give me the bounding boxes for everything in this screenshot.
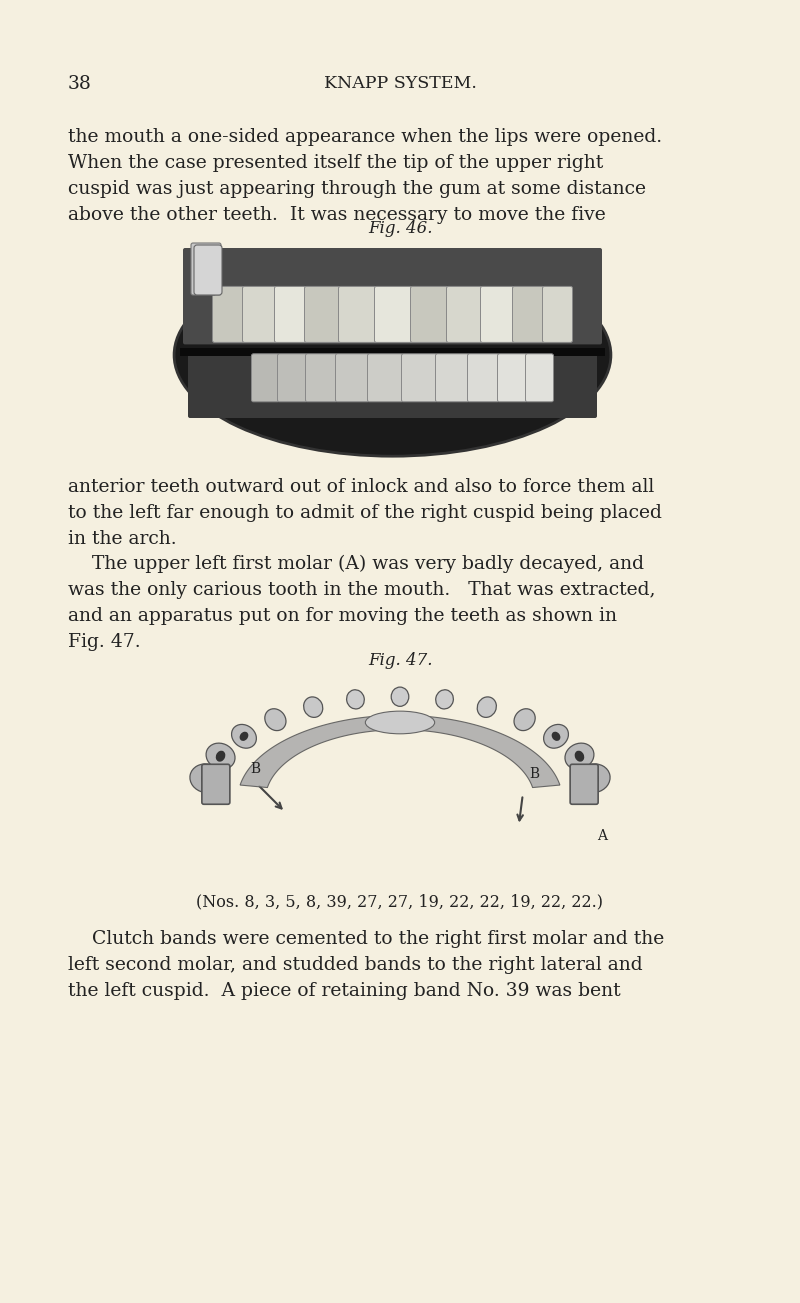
Text: The upper left first molar (A) was very badly decayed, and: The upper left first molar (A) was very … <box>68 555 644 573</box>
Ellipse shape <box>366 711 434 734</box>
Text: Clutch bands were cemented to the right first molar and the: Clutch bands were cemented to the right … <box>68 930 664 949</box>
Text: Fig. 47.: Fig. 47. <box>68 633 141 652</box>
Text: Fig. 47.: Fig. 47. <box>368 652 432 668</box>
Text: When the case presented itself the tip of the upper right: When the case presented itself the tip o… <box>68 154 603 172</box>
Ellipse shape <box>478 697 496 718</box>
Ellipse shape <box>304 697 322 718</box>
FancyBboxPatch shape <box>410 287 449 343</box>
Ellipse shape <box>574 751 584 762</box>
Ellipse shape <box>391 687 409 706</box>
FancyBboxPatch shape <box>435 354 470 401</box>
Ellipse shape <box>190 764 222 792</box>
FancyBboxPatch shape <box>513 287 545 343</box>
Text: above the other teeth.  It was necessary to move the five: above the other teeth. It was necessary … <box>68 206 606 224</box>
Ellipse shape <box>565 743 594 769</box>
FancyBboxPatch shape <box>498 354 527 401</box>
Ellipse shape <box>346 689 364 709</box>
FancyBboxPatch shape <box>374 287 413 343</box>
Ellipse shape <box>589 771 599 784</box>
FancyBboxPatch shape <box>306 354 338 401</box>
Ellipse shape <box>552 732 560 741</box>
FancyBboxPatch shape <box>183 248 602 344</box>
Text: cuspid was just appearing through the gum at some distance: cuspid was just appearing through the gu… <box>68 180 646 198</box>
Ellipse shape <box>231 724 256 748</box>
FancyBboxPatch shape <box>367 354 403 401</box>
FancyBboxPatch shape <box>338 287 377 343</box>
Text: the mouth a one-sided appearance when the lips were opened.: the mouth a one-sided appearance when th… <box>68 128 662 146</box>
Text: the left cuspid.  A piece of retaining band No. 39 was bent: the left cuspid. A piece of retaining ba… <box>68 982 621 999</box>
Text: B: B <box>250 762 261 775</box>
FancyBboxPatch shape <box>191 242 221 294</box>
FancyBboxPatch shape <box>202 765 230 804</box>
Ellipse shape <box>201 771 211 784</box>
Ellipse shape <box>436 689 454 709</box>
Ellipse shape <box>240 732 248 741</box>
Text: to the left far enough to admit of the right cuspid being placed: to the left far enough to admit of the r… <box>68 504 662 523</box>
FancyBboxPatch shape <box>242 287 277 343</box>
FancyBboxPatch shape <box>213 287 245 343</box>
Ellipse shape <box>265 709 286 731</box>
FancyBboxPatch shape <box>274 287 306 343</box>
FancyBboxPatch shape <box>335 354 370 401</box>
Text: left second molar, and studded bands to the right lateral and: left second molar, and studded bands to … <box>68 956 642 975</box>
Polygon shape <box>240 715 560 787</box>
Ellipse shape <box>578 764 610 792</box>
Text: in the arch.: in the arch. <box>68 530 177 549</box>
Ellipse shape <box>174 254 611 456</box>
Bar <box>180 348 605 356</box>
Ellipse shape <box>544 724 569 748</box>
FancyBboxPatch shape <box>467 354 499 401</box>
Text: (Nos. 8, 3, 5, 8, 39, 27, 27, 19, 22, 22, 19, 22, 22.): (Nos. 8, 3, 5, 8, 39, 27, 27, 19, 22, 22… <box>197 893 603 909</box>
FancyBboxPatch shape <box>542 287 573 343</box>
Text: anterior teeth outward out of inlock and also to force them all: anterior teeth outward out of inlock and… <box>68 478 654 496</box>
Ellipse shape <box>216 751 226 762</box>
FancyBboxPatch shape <box>481 287 514 343</box>
FancyBboxPatch shape <box>251 354 279 401</box>
FancyBboxPatch shape <box>188 348 597 418</box>
Polygon shape <box>193 245 219 294</box>
Ellipse shape <box>206 743 235 769</box>
FancyBboxPatch shape <box>194 245 222 294</box>
Text: and an apparatus put on for moving the teeth as shown in: and an apparatus put on for moving the t… <box>68 607 617 625</box>
Text: 38: 38 <box>68 76 92 93</box>
FancyBboxPatch shape <box>278 354 307 401</box>
Text: Fig. 46.: Fig. 46. <box>368 220 432 237</box>
Text: KNAPP SYSTEM.: KNAPP SYSTEM. <box>323 76 477 93</box>
FancyBboxPatch shape <box>305 287 341 343</box>
Ellipse shape <box>514 709 535 731</box>
Text: B: B <box>530 767 540 780</box>
FancyBboxPatch shape <box>402 354 438 401</box>
FancyBboxPatch shape <box>446 287 482 343</box>
FancyBboxPatch shape <box>570 765 598 804</box>
Text: A: A <box>597 829 607 843</box>
FancyBboxPatch shape <box>526 354 554 401</box>
Text: was the only carious tooth in the mouth.   That was extracted,: was the only carious tooth in the mouth.… <box>68 581 655 599</box>
